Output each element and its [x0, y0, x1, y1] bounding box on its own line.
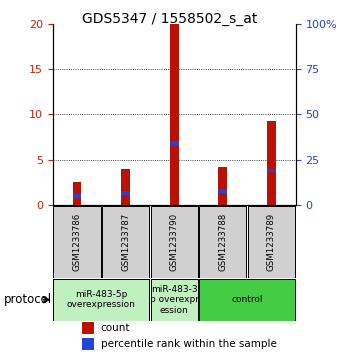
- Text: GSM1233788: GSM1233788: [218, 212, 227, 271]
- FancyBboxPatch shape: [53, 279, 149, 321]
- Text: control: control: [232, 295, 263, 304]
- Bar: [121, 168, 130, 205]
- Bar: [219, 167, 227, 205]
- Text: GSM1233787: GSM1233787: [121, 212, 130, 271]
- Text: GSM1233790: GSM1233790: [170, 213, 179, 271]
- Bar: [82, 338, 94, 350]
- FancyBboxPatch shape: [199, 205, 246, 278]
- Bar: [121, 191, 130, 195]
- Text: miR-483-5p
overexpression: miR-483-5p overexpression: [67, 290, 136, 309]
- Bar: [170, 142, 178, 145]
- FancyBboxPatch shape: [102, 205, 149, 278]
- Bar: [82, 322, 94, 334]
- Bar: [170, 24, 178, 205]
- FancyBboxPatch shape: [248, 205, 295, 278]
- Text: percentile rank within the sample: percentile rank within the sample: [101, 339, 277, 349]
- Text: GDS5347 / 1558502_s_at: GDS5347 / 1558502_s_at: [82, 12, 258, 26]
- FancyBboxPatch shape: [199, 279, 295, 321]
- FancyBboxPatch shape: [53, 205, 101, 278]
- Bar: [73, 194, 81, 197]
- Text: miR-483-3
p overexpr
ession: miR-483-3 p overexpr ession: [150, 285, 199, 315]
- Bar: [267, 121, 276, 205]
- Bar: [267, 168, 276, 172]
- Bar: [219, 189, 227, 193]
- FancyBboxPatch shape: [151, 279, 198, 321]
- Text: GSM1233789: GSM1233789: [267, 213, 276, 271]
- Text: count: count: [101, 323, 130, 333]
- FancyBboxPatch shape: [151, 205, 198, 278]
- Bar: [73, 182, 81, 205]
- Text: GSM1233786: GSM1233786: [72, 212, 82, 271]
- Text: protocol: protocol: [3, 293, 52, 306]
